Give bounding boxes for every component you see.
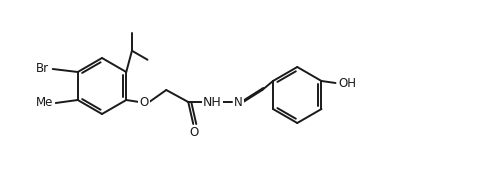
Text: O: O	[140, 96, 149, 108]
Text: N: N	[234, 96, 242, 108]
Text: NH: NH	[203, 96, 222, 108]
Text: Me: Me	[36, 96, 54, 109]
Text: OH: OH	[339, 77, 356, 89]
Text: Br: Br	[36, 62, 49, 76]
Text: O: O	[190, 127, 199, 139]
